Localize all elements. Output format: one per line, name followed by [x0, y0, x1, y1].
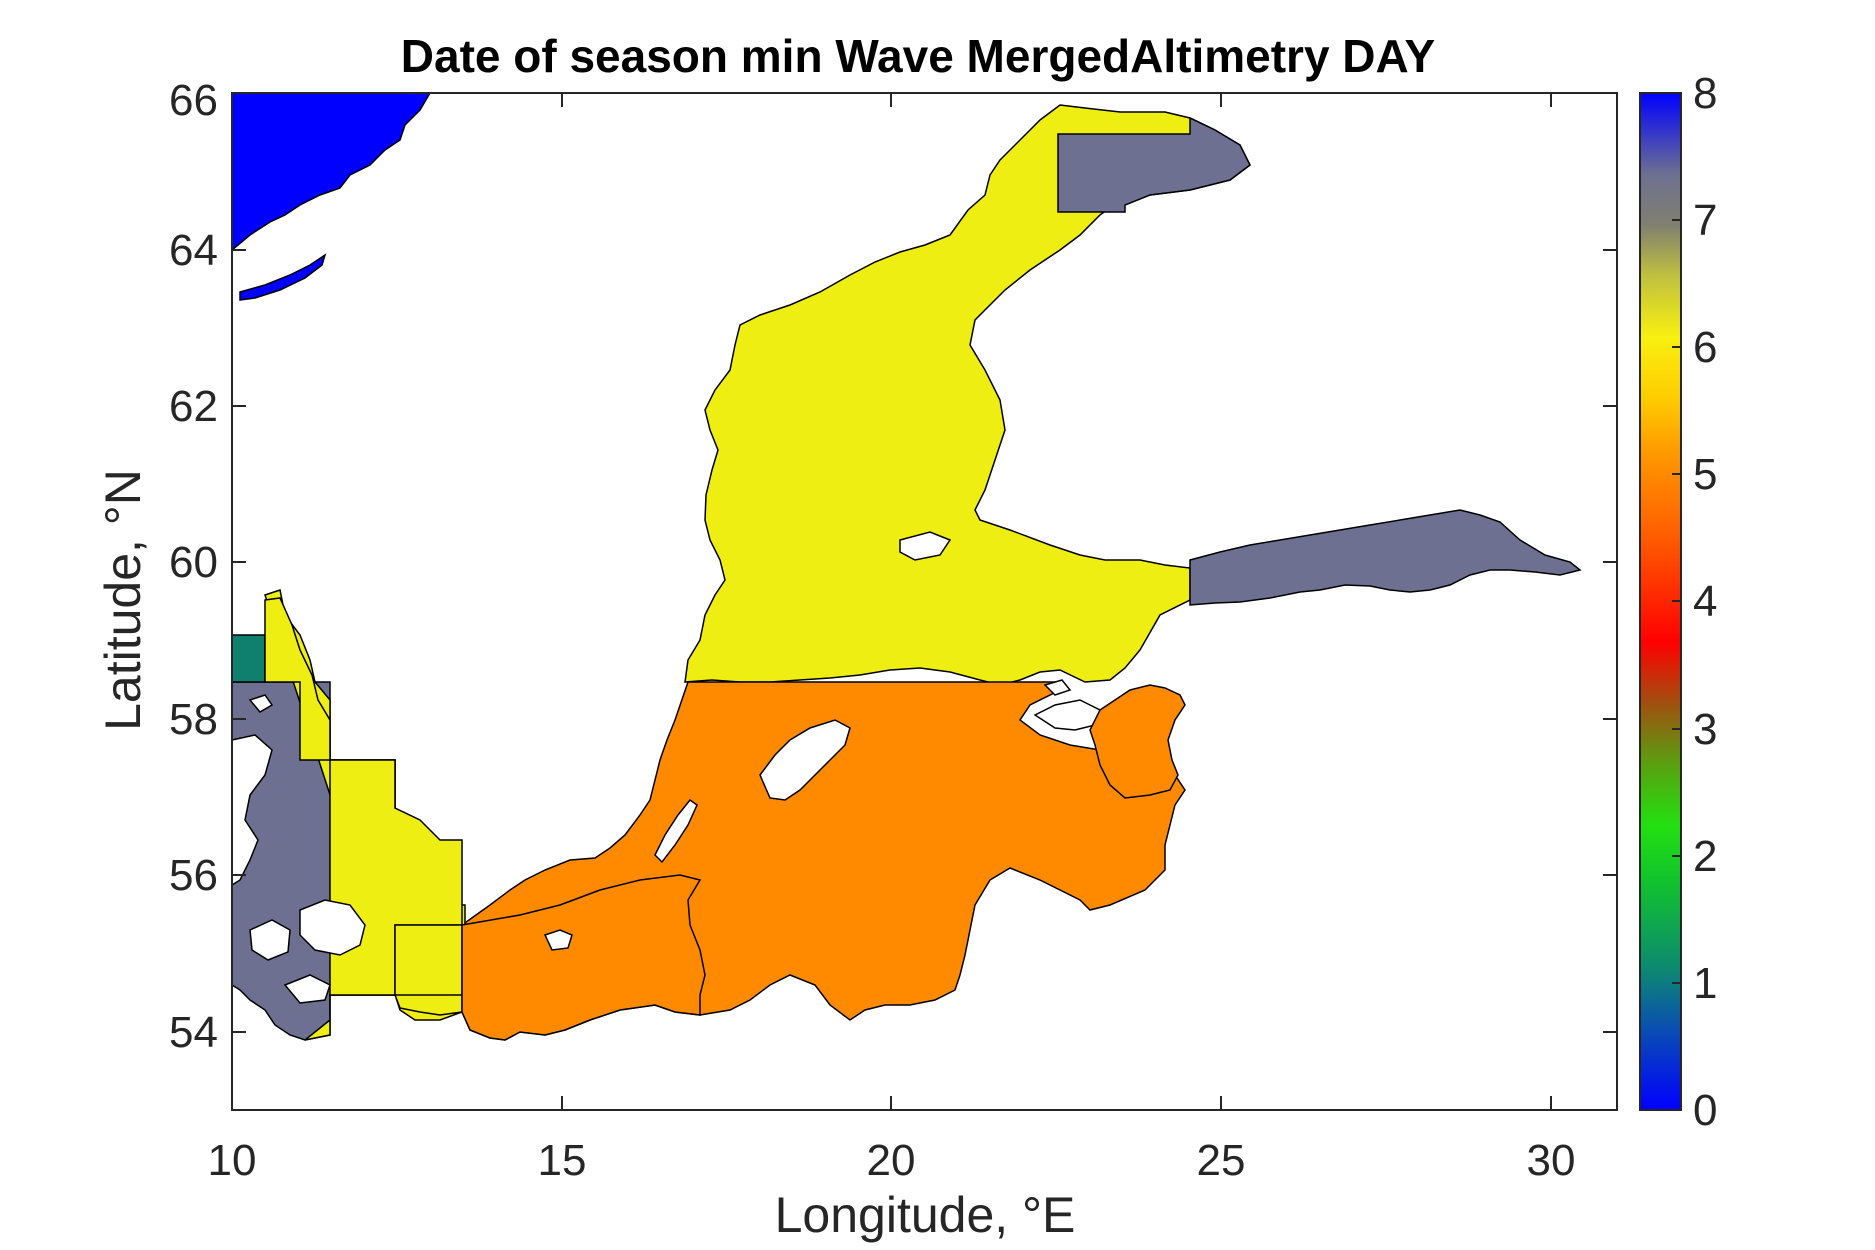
axes-box — [231, 92, 1618, 1111]
colorbar-tick-label: 0 — [1693, 1086, 1717, 1135]
colorbar-tick-marks — [1672, 92, 1681, 1111]
y-tick-labels: 54 56 58 60 62 64 66 — [169, 76, 218, 1057]
y-tick-label: 56 — [169, 851, 218, 900]
aland-islands — [899, 531, 952, 561]
x-tick-label: 30 — [1527, 1136, 1576, 1185]
west-sweden-yellow-region — [264, 597, 463, 996]
skagerrak-teal-region — [231, 634, 266, 683]
x-tick-marks — [231, 93, 1552, 1110]
oland-island — [654, 798, 698, 864]
x-tick-label: 20 — [867, 1136, 916, 1185]
colorbar-tick-label: 3 — [1693, 705, 1717, 754]
x-tick-label: 15 — [538, 1136, 587, 1185]
colorbar-tick-label: 6 — [1693, 323, 1717, 372]
x-tick-label: 25 — [1197, 1136, 1246, 1185]
y-tick-label: 64 — [169, 226, 218, 275]
x-tick-labels: 10 15 20 25 30 — [208, 1136, 1576, 1185]
y-axis-label: Latitude, °N — [95, 469, 151, 731]
colorbar-tick-label: 8 — [1693, 69, 1717, 118]
gulf-of-finland-region — [1189, 509, 1582, 606]
funen-island — [249, 919, 291, 961]
anholt-island — [248, 694, 274, 713]
gulf-of-riga-region — [1089, 684, 1186, 799]
bothnian-bay-ne-region — [1057, 116, 1251, 213]
south-baltic-region — [461, 874, 706, 1041]
colorbar-tick-labels: 0 1 2 3 4 5 6 7 8 — [1693, 69, 1717, 1135]
jutland-land — [231, 734, 273, 887]
colorbar-tick-label: 7 — [1693, 196, 1717, 245]
y-tick-label: 62 — [169, 382, 218, 431]
norway-fjord-region — [239, 253, 327, 301]
gotland-island — [759, 719, 851, 801]
y-tick-label: 54 — [169, 1008, 218, 1057]
y-tick-label: 60 — [169, 538, 218, 587]
colorbar-tick-label: 1 — [1693, 959, 1717, 1008]
y-tick-label: 58 — [169, 695, 218, 744]
zealand-island — [299, 899, 366, 956]
x-tick-label: 10 — [208, 1136, 257, 1185]
y-tick-label: 66 — [169, 76, 218, 125]
colorbar-tick-label: 5 — [1693, 450, 1717, 499]
map-title: Date of season min Wave MergedAltimetry … — [401, 30, 1435, 82]
hiiumaa-island — [1043, 679, 1072, 696]
arkona-yellow-region — [394, 924, 463, 996]
colorbar-tick-label: 4 — [1693, 577, 1717, 626]
colorbar-tick-label: 2 — [1693, 832, 1717, 881]
norway-coast-region — [231, 92, 432, 252]
sea-regions — [231, 92, 1582, 1041]
bornholm-island — [543, 929, 573, 951]
y-tick-marks — [232, 92, 1617, 1033]
x-axis-label: Longitude, °E — [775, 1187, 1076, 1243]
lolland-island — [283, 974, 331, 1004]
